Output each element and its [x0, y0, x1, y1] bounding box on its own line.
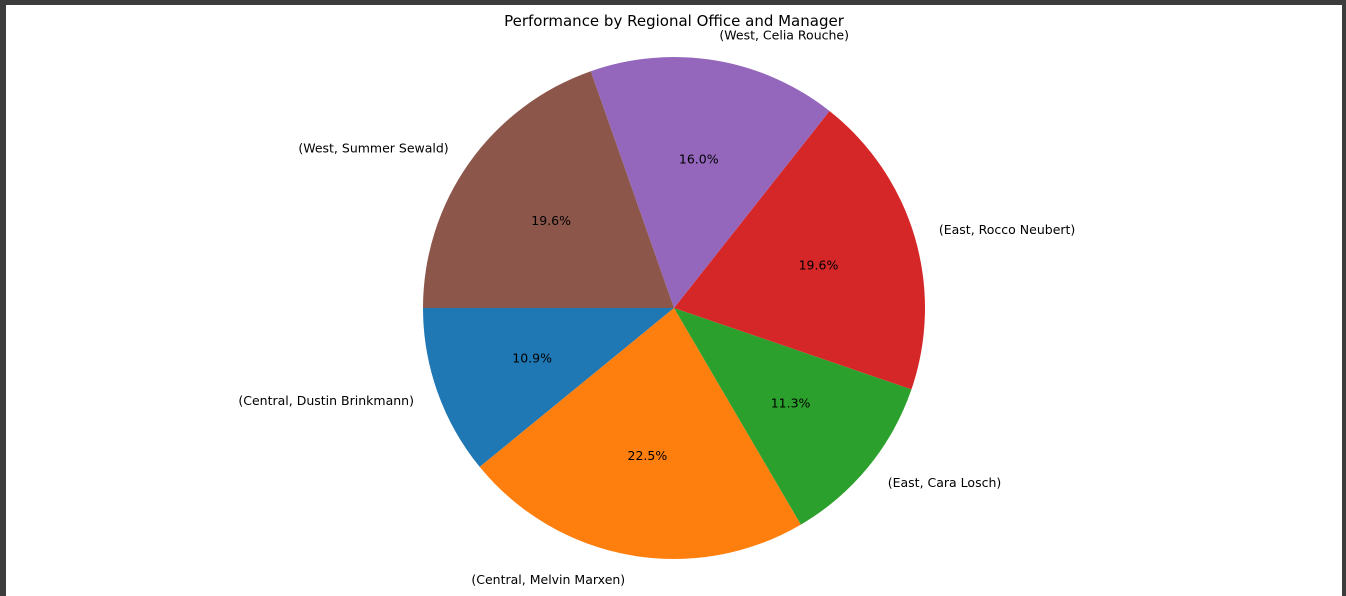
slice-label: (East, Cara Losch) [888, 475, 1002, 490]
pie-slice [423, 71, 674, 308]
chart-canvas: Performance by Regional Office and Manag… [6, 5, 1342, 596]
pie-slice [479, 308, 801, 559]
slice-percent-label: 11.3% [771, 395, 811, 410]
slice-percent-labels: 10.9% 22.5% 11.3% 19.6% 16.0% 19.6% [512, 151, 838, 463]
slice-percent-label: 10.9% [512, 351, 552, 366]
slice-labels: (Central, Dustin Brinkmann) (Central, Mel… [238, 28, 1075, 587]
slice-label: (East, Rocco Neubert) [939, 222, 1075, 237]
pie-slice [590, 56, 830, 308]
slice-label: (Central, Dustin Brinkmann) [238, 393, 414, 408]
slice-label: (West, Celia Rouche) [719, 28, 849, 43]
pie-chart: Performance by Regional Office and Manag… [238, 12, 1075, 587]
slice-percent-label: 19.6% [531, 213, 571, 228]
slice-percent-label: 22.5% [628, 448, 668, 463]
slice-label: (West, Summer Sewald) [298, 140, 448, 155]
pie-slice [674, 308, 912, 525]
slice-label: (Central, Melvin Marxen) [471, 572, 625, 587]
chart-title: Performance by Regional Office and Manag… [504, 12, 845, 30]
slice-percent-label: 16.0% [679, 151, 719, 166]
pie-slice [423, 308, 674, 467]
slice-percent-label: 19.6% [799, 257, 839, 272]
pie-slice [674, 110, 926, 390]
pie-slices [423, 56, 926, 559]
